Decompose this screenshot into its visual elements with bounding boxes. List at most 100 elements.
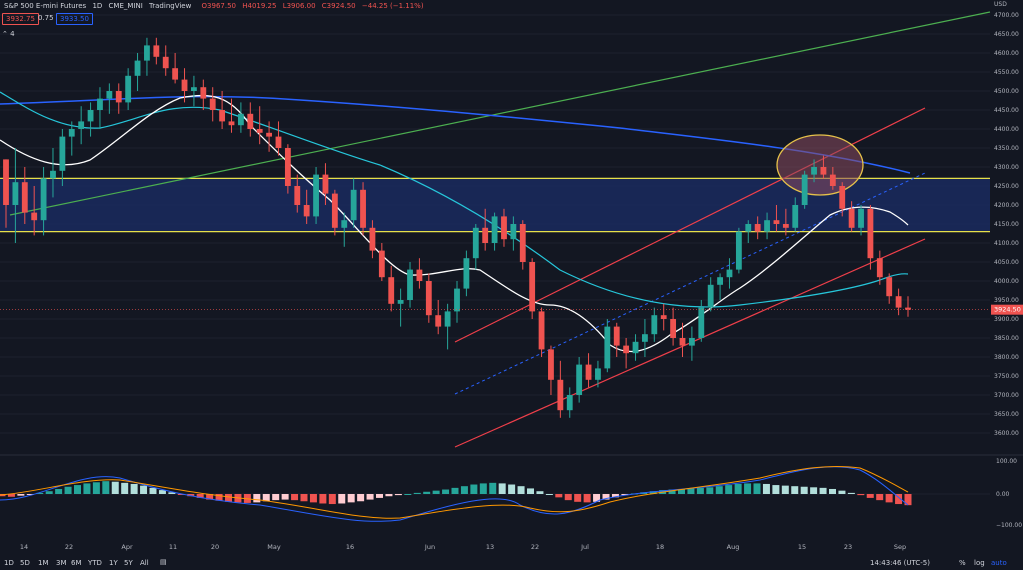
macd-histogram-bar — [253, 494, 261, 503]
time-tick-label: 22 — [531, 543, 539, 551]
macd-histogram-bar — [262, 494, 270, 502]
macd-histogram-bar — [725, 485, 733, 494]
time-tick-label: Jun — [424, 543, 435, 551]
macd-histogram-bar — [791, 486, 799, 494]
percent-toggle[interactable]: % — [959, 559, 966, 567]
macd-histogram-bar — [772, 485, 780, 494]
timeframe-all[interactable]: All — [140, 559, 149, 567]
macd-histogram-bar — [206, 494, 214, 500]
macd-histogram-bar — [17, 494, 25, 496]
timeframe-1d[interactable]: 1D — [4, 559, 14, 567]
macd-histogram-bar — [300, 494, 308, 502]
macd-histogram-bar — [498, 483, 506, 494]
timeframe-1y[interactable]: 1Y — [109, 559, 118, 567]
price-tick-label: 4000.00 — [994, 278, 1019, 285]
macd-histogram-bar — [451, 487, 459, 494]
candle-body — [3, 159, 9, 205]
auto-toggle[interactable]: auto — [991, 559, 1007, 567]
timeframe-5d[interactable]: 5D — [20, 559, 30, 567]
time-tick-label: Apr — [121, 543, 133, 551]
candle-body — [886, 277, 893, 297]
candle-body — [153, 45, 160, 57]
candle-body — [12, 182, 19, 205]
interval[interactable]: 1D — [92, 2, 103, 10]
time-tick-label: 14 — [20, 543, 28, 551]
macd-histogram-bar — [593, 494, 601, 502]
timeframe-1m[interactable]: 1M — [38, 559, 49, 567]
timeframe-6m[interactable]: 6M — [71, 559, 82, 567]
macd-histogram-bar — [83, 483, 91, 494]
time-tick-label: Sep — [894, 543, 906, 551]
macd-histogram-bar — [432, 490, 440, 494]
symbol-name[interactable]: S&P 500 E-mini Futures — [4, 2, 87, 10]
macd-histogram-bar — [187, 494, 195, 497]
macd-histogram-bar — [196, 494, 204, 498]
candle-body — [388, 277, 395, 304]
macd-histogram-bar — [819, 487, 827, 494]
indicators-toggle[interactable]: ⌃ 4 — [2, 30, 15, 38]
ohlc-low: L3906.00 — [282, 2, 316, 10]
macd-histogram-bar — [668, 489, 676, 494]
macd-histogram-bar — [328, 494, 336, 505]
candle-body — [839, 186, 846, 209]
time-axis[interactable]: 14 22 Apr 11 20 May 16 Jun 13 22 Jul 18 Aug 15 23 Sep — [20, 543, 906, 551]
candle-body — [811, 167, 817, 175]
log-toggle[interactable]: log — [974, 559, 985, 567]
candle-body — [613, 326, 620, 346]
macd-histogram-bar — [74, 485, 81, 494]
ohlc-close: C3924.50 — [321, 2, 356, 10]
candle-body — [623, 345, 630, 354]
candle-body — [209, 98, 216, 110]
candle-body — [585, 364, 592, 380]
candle-body — [548, 349, 554, 380]
price-axis[interactable]: 4700.00 4650.00 4600.00 4550.00 4500.00 4450.… — [994, 12, 1019, 437]
macd-histogram-bar — [394, 494, 402, 496]
price-tick-label: 4250.00 — [994, 183, 1019, 190]
candle-body — [463, 258, 470, 289]
candle-body — [125, 75, 132, 103]
time-tick-label: May — [267, 543, 281, 551]
currency-label: USD — [994, 1, 1007, 8]
calendar-icon[interactable]: ▤ — [160, 558, 167, 566]
highlight-ellipse[interactable] — [776, 134, 864, 196]
macd-histogram-bar — [564, 494, 572, 501]
macd-line — [0, 466, 909, 522]
price-tick-label: 3800.00 — [994, 354, 1019, 361]
candle-body — [491, 216, 498, 243]
macd-pane[interactable] — [0, 481, 990, 506]
time-tick-label: Aug — [727, 543, 740, 551]
ma-mid-line — [0, 91, 909, 308]
macd-histogram-bar — [215, 494, 223, 501]
clock[interactable]: 14:43:46 (UTC-5) — [870, 559, 930, 567]
candle-body — [294, 186, 301, 205]
chevron-up-icon: ⌃ — [2, 30, 8, 38]
macd-axis[interactable]: 100.00 0.00 −100.00 — [996, 458, 1022, 529]
macd-histogram-bar — [404, 494, 412, 495]
channel-midline[interactable] — [454, 172, 926, 395]
timeframe-3m[interactable]: 3M — [56, 559, 67, 567]
macd-histogram-bar — [413, 492, 421, 494]
candle-body — [876, 258, 883, 278]
timeframe-ytd[interactable]: YTD — [88, 559, 102, 567]
ma-slow-line — [0, 95, 911, 174]
macd-histogram-bar — [678, 488, 685, 494]
macd-histogram-bar — [583, 494, 591, 503]
candle-body — [266, 132, 272, 137]
macd-histogram-bar — [810, 487, 818, 494]
candle-body — [754, 224, 761, 232]
macd-histogram-bar — [309, 494, 317, 503]
macd-histogram-bar — [121, 482, 129, 494]
candle-body — [595, 368, 601, 380]
sell-button[interactable]: 3932.75 — [2, 13, 39, 25]
macd-histogram-bar — [149, 487, 157, 494]
candle-body — [331, 193, 338, 228]
candle-body — [688, 338, 695, 346]
long-trendline[interactable] — [9, 11, 991, 216]
macd-histogram-bar — [574, 494, 582, 502]
macd-histogram-bar — [847, 492, 855, 494]
timeframe-5y[interactable]: 5Y — [124, 559, 133, 567]
buy-button[interactable]: 3933.50 — [56, 13, 93, 25]
macd-histogram-bar — [508, 484, 516, 494]
candle-body — [501, 216, 507, 240]
